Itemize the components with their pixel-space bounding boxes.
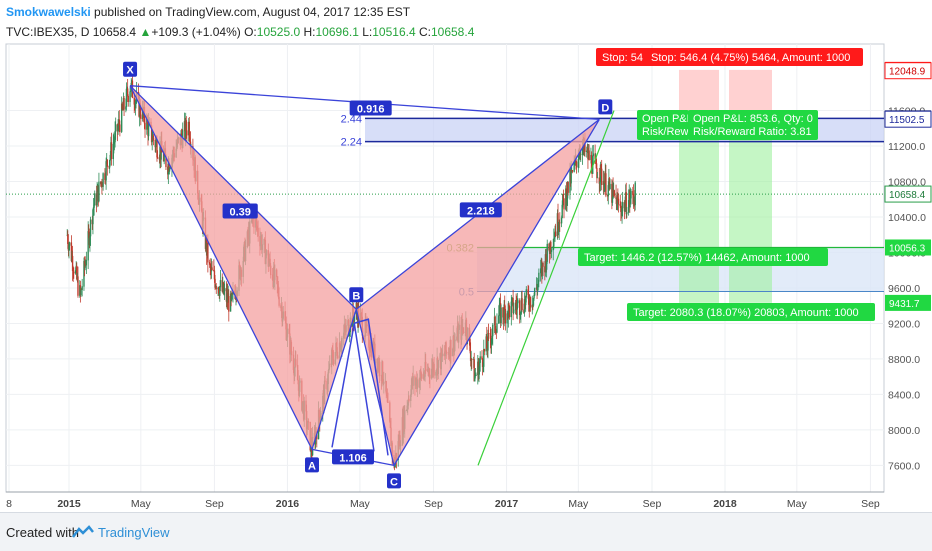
- xab-triangle: [129, 85, 358, 452]
- price-chart[interactable]: 7600.08000.08400.08800.09200.09600.01000…: [0, 0, 932, 512]
- trend-line: [477, 110, 615, 466]
- target-1-label-box: [578, 248, 828, 266]
- x-tick-label: May: [568, 498, 589, 510]
- price-marker-label: 12048.9: [889, 67, 926, 78]
- x-tick-label: May: [131, 498, 152, 510]
- pnl-label-2: Risk/Reward Ratio: 3.81: [693, 126, 812, 138]
- x-tick-label: 2017: [495, 498, 519, 510]
- price-marker-label: 10056.3: [889, 243, 926, 254]
- high-label: H:: [303, 25, 316, 39]
- ratio-label: 2.218: [467, 205, 495, 217]
- low-label: L:: [362, 25, 373, 39]
- author-name[interactable]: Smokwawelski: [6, 5, 91, 19]
- point-label-c: C: [390, 476, 398, 488]
- point-label-a-box: [305, 457, 320, 473]
- profit-zone-2: [729, 118, 772, 303]
- ratio-label-box: [349, 100, 392, 116]
- target-1-label: Target: 1446.2 (12.57%) 14462, Amount: 1…: [584, 252, 810, 264]
- last-price: 10658.4: [92, 25, 137, 39]
- point-label-a: A: [308, 460, 316, 472]
- open-value: 10525.0: [256, 25, 301, 39]
- price-marker-box: [884, 62, 932, 80]
- point-label-b-box: [349, 287, 364, 303]
- x-tick-label: Sep: [424, 498, 443, 510]
- target-2-label-box: [627, 303, 875, 321]
- pnl-short-2: Risk/Rew: [642, 126, 689, 138]
- open-label: O:: [244, 25, 257, 39]
- created-with-text: Created with: [6, 525, 79, 540]
- ratio-label-box: [222, 203, 258, 219]
- publish-info: Smokwawelski published on TradingView.co…: [6, 5, 410, 19]
- ratio-label: 1.106: [339, 452, 367, 464]
- point-label-c-box: [387, 473, 402, 489]
- ratio-label: 0.39: [229, 206, 250, 218]
- y-tick-label: 10800.0: [888, 177, 926, 189]
- y-tick-label: 9600.0: [888, 283, 920, 295]
- low-value: 10516.4: [372, 25, 416, 39]
- close-label: C:: [418, 25, 431, 39]
- ratio-label-box: [459, 202, 502, 218]
- profit-zone-1: [679, 118, 719, 303]
- high-value: 10696.1: [315, 25, 359, 39]
- target-2-label: Target: 2080.3 (18.07%) 20803, Amount: 1…: [633, 307, 859, 319]
- x-tick-label: 8: [6, 498, 12, 510]
- point-label-x-box: [123, 61, 138, 77]
- fib-label: 2.44: [341, 113, 362, 125]
- symbol-info: TVC:IBEX35, D 10658.4 ▲+109.3 (+1.04%) O…: [6, 25, 474, 39]
- bcd-inner-line: [354, 318, 389, 456]
- pnl-box: [688, 110, 818, 140]
- tradingview-brand[interactable]: TradingView: [98, 525, 170, 540]
- x-tick-label: Sep: [205, 498, 224, 510]
- pnl-short-box: [637, 110, 689, 140]
- published-text: published on TradingView.com, August 04,…: [90, 5, 411, 19]
- x-tick-label: 2015: [57, 498, 81, 510]
- y-tick-label: 7600.0: [888, 460, 920, 472]
- y-tick-label: 8000.0: [888, 425, 920, 437]
- price-marker-box: [884, 110, 932, 128]
- fib-label: 2.24: [341, 137, 362, 149]
- price-marker-box: [885, 294, 931, 311]
- x-tick-label: May: [350, 498, 371, 510]
- y-tick-label: 10400.0: [888, 212, 926, 224]
- y-tick-label: 8800.0: [888, 354, 920, 366]
- change-arrow: ▲: [139, 25, 152, 39]
- x-tick-label: 2016: [276, 498, 300, 510]
- change-value: +109.3 (+1.04%): [151, 25, 241, 39]
- point-label-b: B: [352, 290, 360, 302]
- ratio-label: 0.916: [357, 104, 385, 116]
- point-label-x: X: [126, 65, 134, 77]
- y-tick-label: 8400.0: [888, 389, 920, 401]
- x-tick-label: Sep: [643, 498, 662, 510]
- y-tick-label: 11200.0: [888, 141, 925, 153]
- pnl-label-1: Open P&L: 853.6, Qty: 0: [693, 113, 813, 125]
- price-marker-box: [884, 185, 932, 203]
- stop-label-box: [645, 48, 863, 66]
- symbol-label: TVC:IBEX35, D: [6, 25, 90, 39]
- ratio-label-box: [332, 449, 375, 465]
- point-label-d-box: [598, 99, 613, 115]
- tradingview-logo-icon: [72, 525, 94, 538]
- y-tick-label: 9200.0: [888, 318, 920, 330]
- price-marker-label: 10658.4: [889, 190, 926, 201]
- x-tick-label: Sep: [861, 498, 880, 510]
- close-value: 10658.4: [430, 25, 475, 39]
- price-markers: 12058.412048.911512.011502.510658.410056…: [884, 61, 932, 311]
- x-tick-label: 2018: [713, 498, 737, 510]
- price-marker-label: 9431.7: [889, 299, 920, 310]
- point-label-d: D: [601, 102, 609, 114]
- price-marker-label: 11502.5: [889, 115, 925, 126]
- price-marker-box: [885, 239, 931, 256]
- stop-label-short-box: [596, 48, 656, 66]
- stop-label: Stop: 546.4 (4.75%) 5464, Amount: 1000: [651, 52, 850, 64]
- footer-bar: Created with TradingView: [0, 512, 932, 551]
- pnl-short-1: Open P&L: [642, 113, 693, 125]
- stop-label-short: Stop: 54: [602, 52, 643, 64]
- x-tick-label: May: [787, 498, 808, 510]
